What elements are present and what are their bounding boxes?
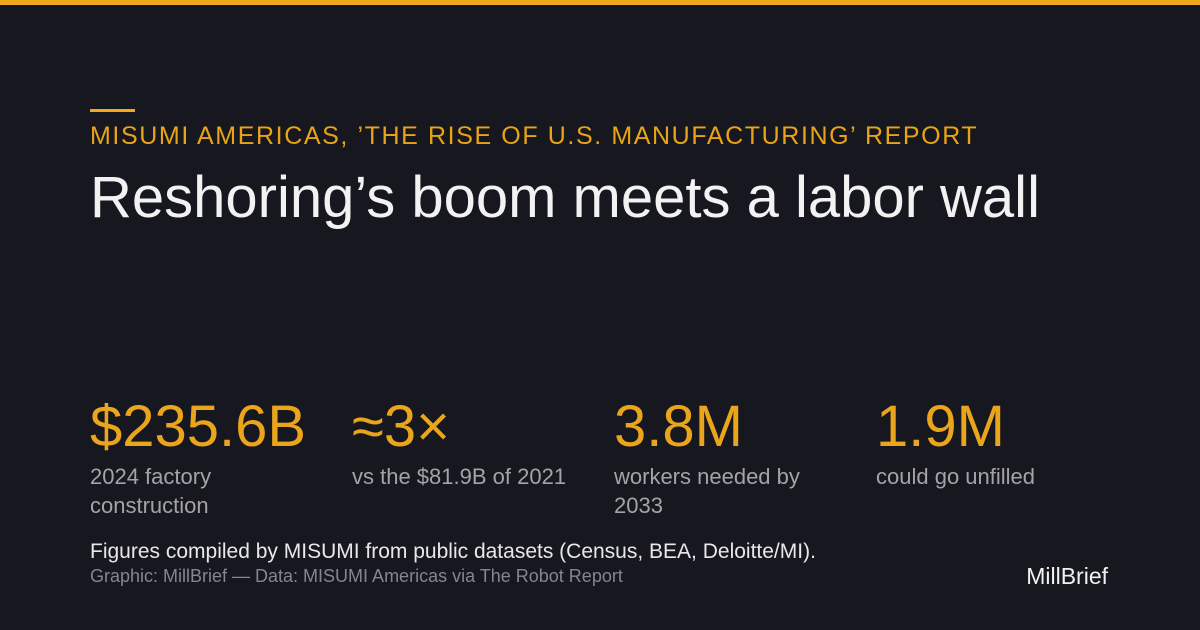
- stat-label: could go unfilled: [876, 464, 1036, 489]
- stat-label: vs the $81.9B of 2021: [352, 464, 567, 489]
- stat-value: $235.6B: [90, 394, 307, 459]
- stat-value: ≈3×: [352, 394, 450, 459]
- stat-value: 3.8M: [614, 394, 743, 459]
- brand: MillBrief: [1026, 563, 1108, 589]
- stat: $235.6B 2024 factory construction: [90, 392, 340, 520]
- stat-value: 1.9M: [876, 394, 1005, 459]
- stat-label: 2024 factory construction: [90, 464, 212, 518]
- kicker: MISUMI AMERICAS, ’THE RISE OF U.S. MANUF…: [90, 122, 979, 150]
- credit: Graphic: MillBrief — Data: MISUMI Americ…: [90, 566, 623, 586]
- top-bar: [0, 0, 1200, 5]
- stat: ≈3× vs the $81.9B of 2021: [352, 392, 602, 491]
- note: Figures compiled by MISUMI from public d…: [90, 540, 816, 563]
- stat: 1.9M could go unfilled: [876, 392, 1126, 491]
- stat: 3.8M workers needed by 2033: [614, 392, 864, 520]
- stat-label: workers needed by 2033: [614, 464, 800, 518]
- title: Reshoring’s boom meets a labor wall: [90, 165, 1040, 230]
- accent-rule: [90, 109, 135, 112]
